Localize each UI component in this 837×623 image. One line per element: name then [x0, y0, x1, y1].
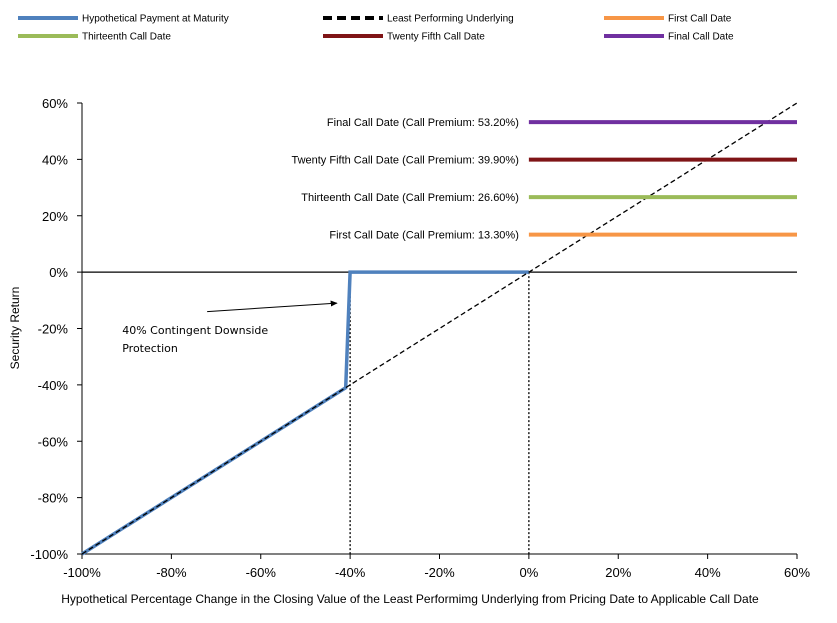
x-axis-label: Hypothetical Percentage Change in the Cl…: [61, 592, 759, 606]
x-tick-label: -80%: [156, 565, 187, 580]
legend-entry: Hypothetical Payment at Maturity: [82, 14, 229, 25]
series-labels: Final Call Date (Call Premium: 53.20%) Tw…: [291, 117, 518, 241]
x-tick-label: 20%: [605, 565, 631, 580]
annotation: 40% Contingent Downside Protection: [122, 300, 338, 355]
x-tick-label: -100%: [63, 565, 101, 580]
x-tick-label: 0%: [519, 565, 538, 580]
y-tick-label: -60%: [38, 434, 69, 449]
legend-entry: Final Call Date: [668, 32, 734, 43]
x-tick-label: -60%: [246, 565, 277, 580]
series-line: [81, 102, 798, 555]
y-tick-label: 40%: [42, 152, 68, 167]
legend: Hypothetical Payment at Maturity Least Pe…: [18, 14, 734, 43]
annotation-text: 40% Contingent Downside: [122, 324, 268, 337]
y-tick-label: -40%: [38, 378, 69, 393]
legend-entry: Thirteenth Call Date: [82, 32, 171, 43]
annotation-text: Protection: [122, 342, 178, 355]
reference-lines: [349, 272, 530, 554]
series-label: Final Call Date (Call Premium: 53.20%): [327, 117, 519, 129]
series-label: Twenty Fifth Call Date (Call Premium: 39…: [291, 155, 518, 167]
x-tick-label: -40%: [335, 565, 366, 580]
series-group: [81, 102, 798, 556]
series-label: Thirteenth Call Date (Call Premium: 26.6…: [301, 192, 519, 204]
y-tick-label: 60%: [42, 96, 68, 111]
legend-entry: First Call Date: [668, 14, 732, 25]
legend-entry: Twenty Fifth Call Date: [387, 32, 485, 43]
annotation-arrow: [207, 300, 338, 313]
y-tick-label: -80%: [38, 491, 69, 506]
y-tick-label: 0%: [49, 265, 68, 280]
y-tick-label: 20%: [42, 209, 68, 224]
y-tick-label: -20%: [38, 322, 69, 337]
axes: -100% -80% -60% -40% -20% 0% 20% 40% 60% -100% -80…: [30, 96, 810, 580]
x-tick-label: 60%: [784, 565, 810, 580]
y-axis-label: Security Return: [8, 287, 22, 370]
legend-entry: Least Performing Underlying: [387, 14, 514, 25]
x-tick-label: -20%: [424, 565, 455, 580]
series-label: First Call Date (Call Premium: 13.30%): [329, 230, 519, 242]
x-tick-label: 40%: [695, 565, 721, 580]
y-tick-label: -100%: [30, 547, 68, 562]
